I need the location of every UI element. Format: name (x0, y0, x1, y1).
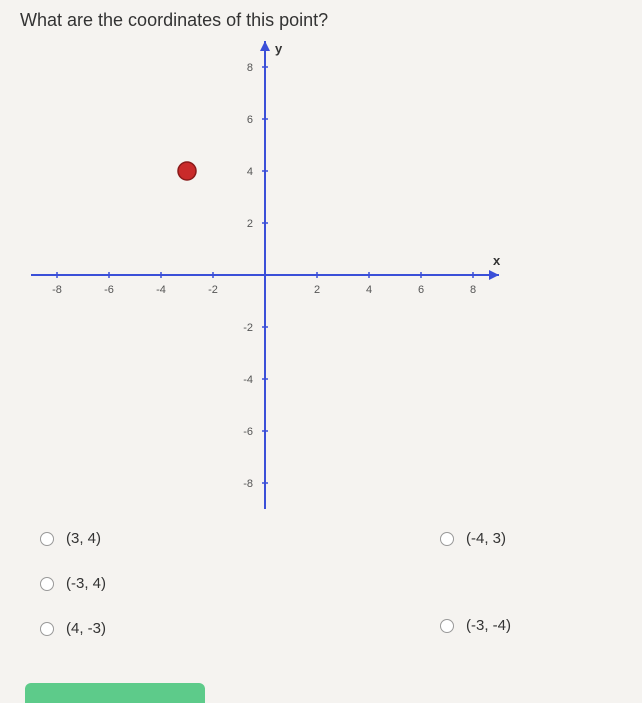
radio-icon[interactable] (440, 619, 454, 633)
svg-text:-4: -4 (156, 284, 166, 296)
svg-text:-2: -2 (243, 322, 253, 334)
radio-icon[interactable] (40, 622, 54, 636)
answer-label: (3, 4) (66, 530, 101, 547)
answers-column-left: (3, 4) (-3, 4) (4, -3) (40, 530, 106, 665)
answer-label: (-3, -4) (466, 617, 511, 634)
radio-icon[interactable] (40, 577, 54, 591)
svg-text:-4: -4 (243, 374, 253, 386)
svg-text:-6: -6 (243, 426, 253, 438)
answer-label: (4, -3) (66, 620, 106, 637)
svg-text:2: 2 (247, 218, 253, 230)
coordinate-graph: x y -8 -6 -4 -2 2 4 6 8 -8 -6 -4 -2 2 4 6 8 (20, 30, 580, 510)
svg-text:-8: -8 (243, 478, 253, 490)
svg-text:4: 4 (366, 284, 372, 296)
svg-text:-2: -2 (208, 284, 218, 296)
svg-text:2: 2 (314, 284, 320, 296)
svg-text:y: y (275, 41, 283, 56)
answers-column-right: (-4, 3) (-3, -4) (440, 530, 511, 662)
svg-text:-6: -6 (104, 284, 114, 296)
answer-option[interactable]: (-3, 4) (40, 575, 106, 592)
radio-icon[interactable] (40, 532, 54, 546)
answer-label: (-4, 3) (466, 530, 506, 547)
svg-text:8: 8 (247, 62, 253, 74)
answer-option[interactable]: (4, -3) (40, 620, 106, 637)
svg-text:8: 8 (470, 284, 476, 296)
question-text: What are the coordinates of this point? (20, 10, 328, 31)
radio-icon[interactable] (440, 532, 454, 546)
answer-label: (-3, 4) (66, 575, 106, 592)
answer-option[interactable]: (3, 4) (40, 530, 106, 547)
submit-button[interactable] (25, 683, 205, 703)
svg-text:x: x (493, 253, 501, 268)
svg-text:4: 4 (247, 166, 253, 178)
answer-option[interactable]: (-4, 3) (440, 530, 511, 547)
svg-text:6: 6 (247, 114, 253, 126)
svg-text:-8: -8 (52, 284, 62, 296)
svg-text:6: 6 (418, 284, 424, 296)
answer-option[interactable]: (-3, -4) (440, 617, 511, 634)
